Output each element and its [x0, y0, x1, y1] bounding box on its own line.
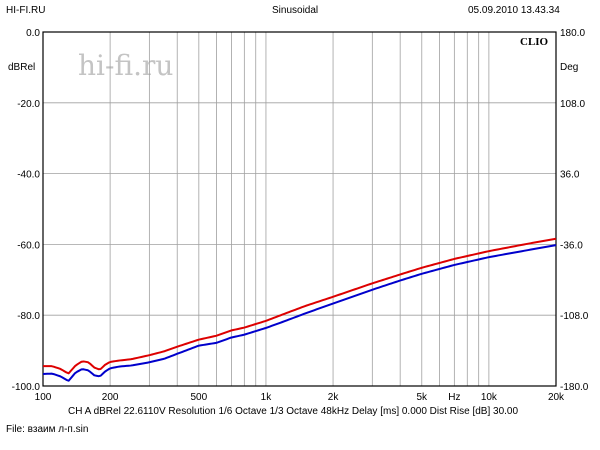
y-tick-label-left: -60.0	[17, 240, 40, 251]
x-tick-label: 20k	[548, 392, 565, 403]
x-tick-label: 10k	[481, 392, 498, 403]
y-axis-left-label: dBRel	[8, 62, 36, 73]
y-axis-right-label: Deg	[560, 62, 579, 73]
header-datetime: 05.09.2010 13.43.34	[468, 5, 560, 16]
x-tick-label: 2k	[328, 392, 340, 403]
x-tick-label: 500	[190, 392, 207, 403]
header-mode: Sinusoidal	[272, 5, 319, 16]
y-tick-label-right: -180.0	[560, 382, 589, 393]
footer-file: File: взаим л-п.sin	[6, 424, 89, 435]
y-tick-label-left: -80.0	[17, 311, 40, 322]
y-tick-label-left: -40.0	[17, 170, 40, 181]
y-tick-label-right: 36.0	[560, 170, 580, 181]
y-tick-label-left: 0.0	[26, 28, 40, 39]
series-line-red	[43, 237, 557, 375]
footer-settings: CH A dBRel 22.6110V Resolution 1/6 Octav…	[68, 406, 519, 417]
plot-frame	[42, 31, 557, 387]
clio-brand: CLIO	[520, 36, 549, 48]
y-tick-label-left: -100.0	[12, 382, 41, 393]
y-tick-label-right: 180.0	[560, 28, 585, 39]
x-tick-label: 200	[102, 392, 119, 403]
y-tick-label-right: -108.0	[560, 311, 589, 322]
series-line-blue	[42, 244, 557, 382]
header-source: HI-FI.RU	[6, 5, 46, 16]
x-tick-label: 1k	[261, 392, 273, 403]
watermark-logo: hi-fi.ru	[78, 49, 174, 82]
y-tick-label-right: -36.0	[560, 240, 583, 251]
y-tick-label-left: -20.0	[17, 99, 40, 110]
x-tick-label: Hz	[448, 392, 460, 403]
x-tick-label: 5k	[416, 392, 428, 403]
y-tick-label-right: 108.0	[560, 99, 585, 110]
x-tick-label: 100	[35, 392, 52, 403]
